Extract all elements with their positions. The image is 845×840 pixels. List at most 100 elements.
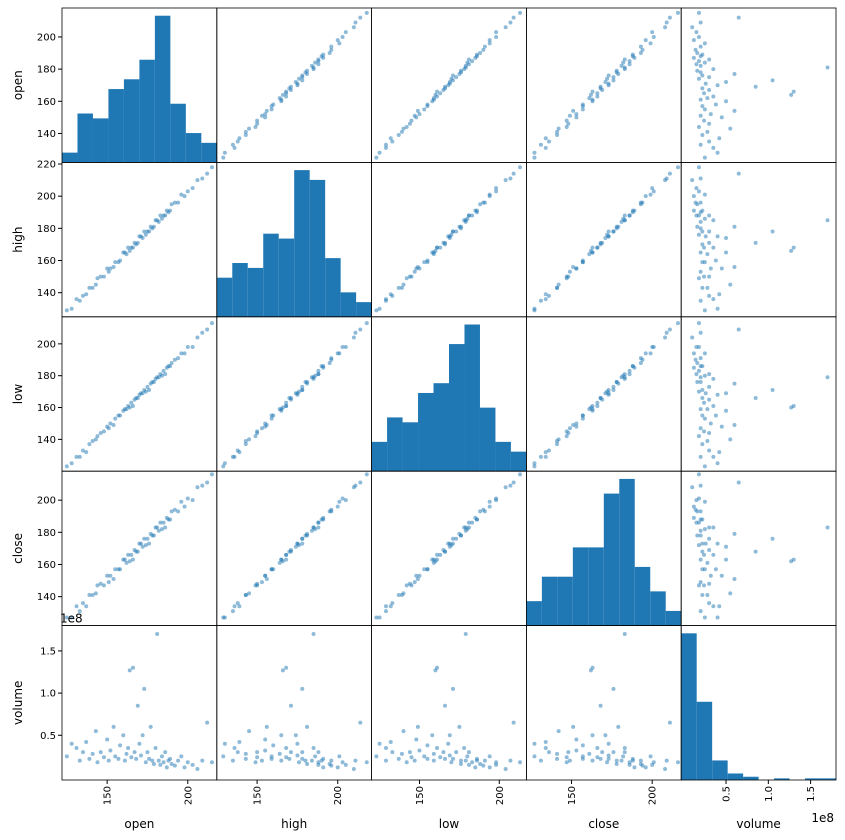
scatter-point	[277, 560, 282, 565]
scatter-point	[621, 754, 626, 759]
scatter-point	[621, 60, 626, 65]
scatter-point	[698, 533, 703, 538]
scatter-point	[377, 741, 382, 746]
scatter-point	[466, 525, 471, 530]
scatter-point	[300, 384, 305, 389]
scatter-point	[101, 274, 106, 279]
scatter-point	[606, 741, 611, 746]
scatter-point	[605, 76, 610, 81]
scatter-point	[724, 544, 729, 549]
y-tick-label: 200	[37, 339, 56, 350]
scatter-point	[470, 760, 475, 765]
scatter-point	[695, 533, 700, 538]
scatter-point	[247, 126, 252, 131]
scatter-point	[690, 335, 695, 340]
scatter-point	[695, 360, 700, 365]
scatter-point	[335, 504, 340, 509]
scatter-point	[595, 91, 600, 96]
scatter-point	[221, 754, 226, 759]
scatter-point	[425, 743, 430, 748]
scatter-point	[698, 609, 703, 614]
scatter-point	[168, 208, 173, 213]
scatter-point	[543, 136, 548, 141]
scatter-point	[630, 756, 635, 761]
scatter-point	[711, 94, 716, 99]
histogram-bar	[449, 344, 465, 472]
scatter-point	[311, 745, 316, 750]
scatter-point	[364, 472, 369, 477]
scatter-point	[702, 192, 707, 197]
scatter-point	[313, 527, 318, 532]
scatter-point	[702, 615, 707, 620]
scatter-point	[230, 142, 235, 147]
scatter-point	[172, 357, 177, 362]
scatter-point	[482, 758, 487, 763]
scatter-point	[159, 754, 164, 759]
scatter-point	[329, 44, 334, 49]
scatter-point	[237, 450, 242, 455]
scatter-point	[383, 604, 388, 609]
scatter-point	[422, 260, 427, 265]
scatter-point	[696, 189, 701, 194]
scatter-point	[176, 200, 181, 205]
scatter-point	[142, 229, 147, 234]
scatter-point	[358, 327, 363, 332]
scatter-point	[446, 741, 451, 746]
scatter-point	[543, 745, 548, 750]
scatter-point	[209, 165, 214, 170]
scatter-point	[719, 573, 724, 578]
scatter-point	[503, 178, 508, 183]
scatter-point	[696, 276, 701, 281]
scatter-point	[466, 213, 471, 218]
panel-frame	[61, 470, 218, 627]
scatter-point	[694, 372, 699, 377]
scatter-point	[95, 583, 100, 588]
scatter-point	[702, 245, 707, 250]
scatter-point	[789, 248, 794, 253]
scatter-point	[113, 416, 118, 421]
scatter-point	[195, 178, 200, 183]
scatter-point	[538, 454, 543, 459]
scatter-point	[264, 108, 269, 113]
scatter-point	[340, 345, 345, 350]
scatter-point	[458, 533, 463, 538]
scatter-point	[243, 756, 248, 761]
scatter-point	[703, 234, 708, 239]
scatter-point	[435, 665, 440, 670]
scatter-point	[543, 454, 548, 459]
scatter-point	[724, 391, 729, 396]
scatter-point	[791, 245, 796, 250]
scatter-point	[158, 520, 163, 525]
scatter-point	[284, 557, 289, 562]
scatter-point	[417, 112, 422, 117]
scatter-point	[638, 51, 643, 56]
scatter-point	[129, 552, 134, 557]
scatter-point	[450, 756, 455, 761]
scatter-point	[124, 407, 129, 412]
scatter-point	[753, 549, 758, 554]
scatter-point	[574, 421, 579, 426]
scatter-point	[390, 750, 395, 755]
scatter-point	[396, 756, 401, 761]
scatter-point	[600, 750, 605, 755]
scatter-point	[321, 52, 326, 57]
scatter-point	[693, 47, 698, 52]
scatter-point	[122, 758, 127, 763]
scatter-point	[702, 373, 707, 378]
scatter-point	[546, 750, 551, 755]
scatter-point	[543, 740, 548, 745]
scatter-point	[414, 573, 419, 578]
scatter-point	[263, 112, 268, 117]
scatter-point	[404, 760, 409, 765]
scatter-point	[279, 758, 284, 763]
scatter-point	[253, 760, 258, 765]
x-axis-label: open	[124, 817, 154, 831]
scatter-point	[313, 754, 318, 759]
scatter-point	[715, 615, 720, 620]
scatter-point	[691, 194, 696, 199]
scatter-point	[163, 213, 168, 218]
scatter-point	[606, 81, 611, 86]
scatter-point	[271, 743, 276, 748]
scatter-point	[487, 504, 492, 509]
scatter-point	[707, 88, 712, 93]
